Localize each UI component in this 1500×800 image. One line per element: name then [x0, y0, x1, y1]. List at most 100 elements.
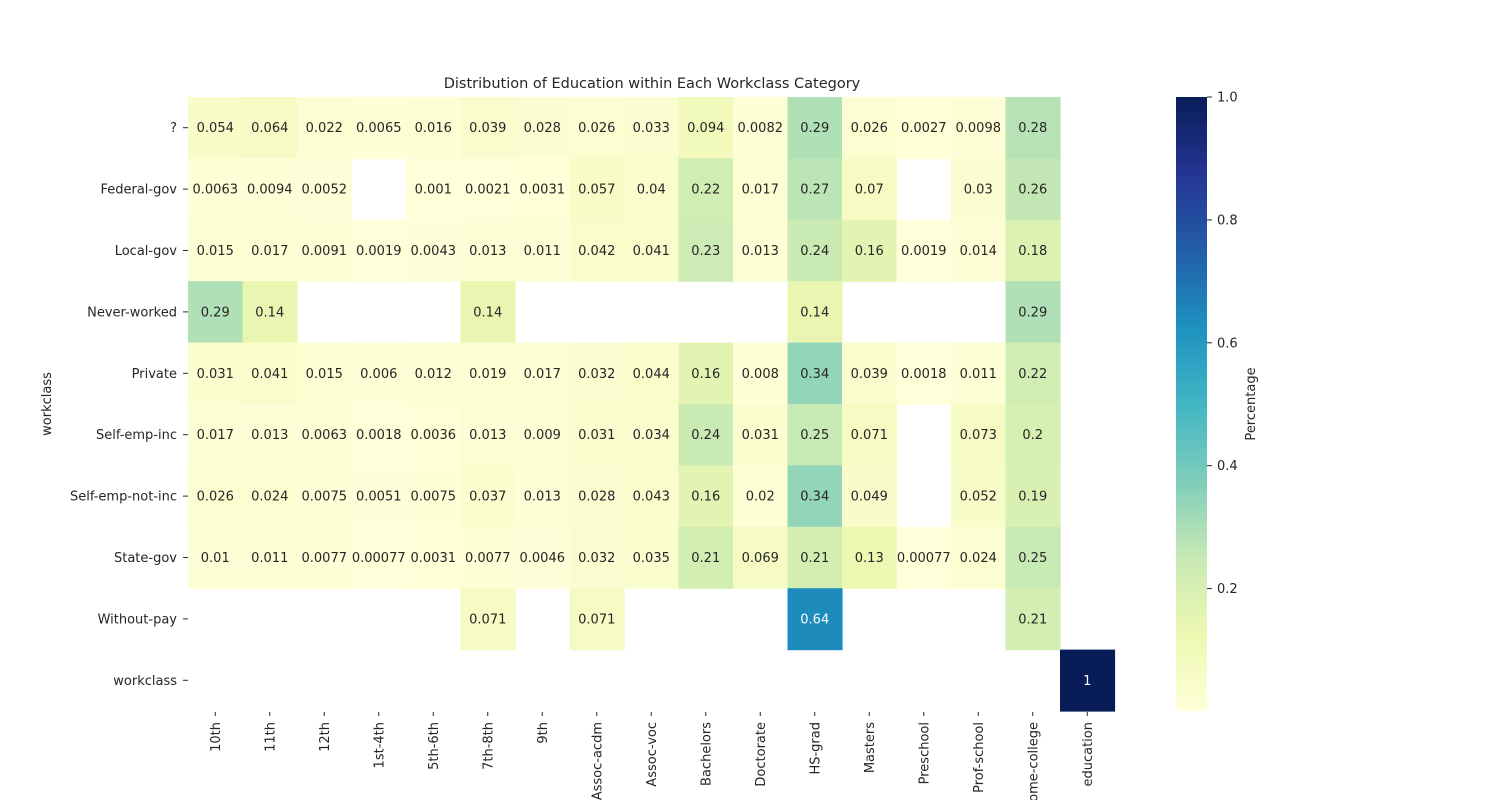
y-tick-label: State-gov: [114, 551, 177, 566]
cell-value-label: 0.001: [415, 183, 452, 198]
heatmap-cell: [515, 219, 571, 282]
cell-value-label: 0.0077: [465, 551, 511, 566]
heatmap-cell: [842, 342, 898, 405]
heatmap-cell: [787, 281, 843, 344]
cell-value-label: 0.18: [1018, 244, 1047, 259]
x-tick-label: 9th: [536, 722, 551, 744]
heatmap-cell: [733, 97, 789, 159]
y-tick-label: workclass: [113, 674, 177, 689]
y-tick-label: Local-gov: [115, 244, 178, 259]
heatmap-cell: [1005, 281, 1061, 344]
heatmap-cell: [896, 219, 952, 282]
heatmap-cell: [1005, 342, 1061, 405]
colorbar-gradient: [1176, 97, 1207, 711]
heatmap-cell: [406, 219, 462, 282]
heatmap-cell: [297, 404, 353, 466]
heatmap-cell: [460, 465, 516, 528]
heatmap-cell: [515, 342, 571, 405]
cell-value-label: 0.0051: [356, 490, 402, 505]
y-tick-label: Without-pay: [98, 612, 178, 627]
heatmap-cell: [406, 158, 462, 221]
heatmap-cell: [460, 158, 516, 221]
cell-value-label: 0.0063: [302, 428, 348, 443]
cell-value-label: 0.011: [524, 244, 561, 259]
cell-value-label: 0.049: [851, 490, 888, 505]
cell-value-label: 0.0043: [411, 244, 457, 259]
heatmap-cell: [406, 342, 462, 405]
heatmap-cell: [569, 465, 625, 528]
heatmap-cell: [842, 219, 898, 282]
heatmap-cell: [188, 342, 244, 405]
heatmap-cell: [297, 219, 353, 282]
heatmap-cell: [406, 526, 462, 589]
cell-value-label: 0.24: [800, 244, 829, 259]
colorbar-tick-label: 0.4: [1217, 459, 1238, 474]
heatmap-cell: [351, 465, 407, 528]
cell-value-label: 0.052: [960, 490, 997, 505]
heatmap-cell: [678, 97, 734, 159]
heatmap-cell: [1005, 465, 1061, 528]
cell-value-label: 0.071: [851, 428, 888, 443]
cell-value-label: 0.21: [1018, 612, 1047, 627]
cell-value-label: 0.013: [251, 428, 288, 443]
heatmap-cell: [569, 342, 625, 405]
heatmap-cell: [406, 465, 462, 528]
cell-value-label: 0.04: [637, 183, 666, 198]
x-tick-label: 10th: [209, 722, 224, 752]
cell-value-label: 0.00077: [897, 551, 951, 566]
cell-value-label: 0.028: [524, 121, 561, 136]
x-tick-label: Doctorate: [754, 722, 769, 787]
chart-title: Distribution of Education within Each Wo…: [444, 76, 861, 92]
heatmap-cell: [569, 158, 625, 221]
cell-value-label: 0.064: [251, 121, 288, 136]
cell-value-label: 0.008: [742, 367, 779, 382]
heatmap-cell: [569, 97, 625, 159]
cell-value-label: 0.043: [633, 490, 670, 505]
cell-value-label: 0.25: [800, 428, 829, 443]
heatmap-cell: [515, 526, 571, 589]
cell-value-label: 0.015: [197, 244, 234, 259]
heatmap-cell: [242, 281, 298, 344]
x-tick-label: education: [1081, 722, 1096, 787]
cell-value-label: 0.016: [415, 121, 452, 136]
heatmap-cell: [297, 158, 353, 221]
heatmap-cell: [678, 158, 734, 221]
cell-value-label: 0.011: [960, 367, 997, 382]
cell-value-label: 0.026: [578, 121, 615, 136]
heatmap-cell: [460, 97, 516, 159]
x-axis: 10th 11th 12th 1st-4th 5th-6th 7th-8th 9th Asso…: [209, 712, 1096, 800]
heatmap-cell: [351, 342, 407, 405]
heatmap-cell: [624, 158, 680, 221]
cell-value-label: 0.024: [251, 490, 288, 505]
cell-value-label: 0.0091: [302, 244, 348, 259]
heatmap-cell: [787, 158, 843, 221]
heatmap-cell: [678, 465, 734, 528]
colorbar-ticks: 0.2 0.4 0.6 0.8 1.0: [1207, 91, 1238, 597]
heatmap-cell: [460, 404, 516, 466]
cell-value-label: 0.29: [800, 121, 829, 136]
heatmap-cell: [733, 342, 789, 405]
cell-value-label: 0.25: [1018, 551, 1047, 566]
cell-value-label: 0.0019: [901, 244, 947, 259]
heatmap-cell: [460, 281, 516, 344]
cell-value-label: 0.041: [251, 367, 288, 382]
cell-value-label: 0.013: [469, 244, 506, 259]
cell-value-label: 0.0077: [302, 551, 348, 566]
heatmap-cell: [842, 158, 898, 221]
heatmap-cell: [1005, 588, 1061, 651]
cell-value-label: 0.01: [201, 551, 230, 566]
cell-value-label: 0.34: [800, 490, 829, 505]
heatmap-cell: [733, 465, 789, 528]
y-tick-label: Never-worked: [87, 305, 177, 320]
cell-value-label: 0.057: [578, 183, 615, 198]
heatmap-cell: [188, 219, 244, 282]
heatmap-cell: [406, 404, 462, 466]
heatmap-cell: [297, 342, 353, 405]
cell-value-label: 1: [1083, 674, 1091, 689]
cell-value-label: 0.19: [1018, 490, 1047, 505]
cell-value-label: 0.64: [800, 612, 829, 627]
heatmap-cell: [951, 465, 1007, 528]
y-tick-label: ?: [170, 121, 177, 136]
cell-value-label: 0.044: [633, 367, 670, 382]
